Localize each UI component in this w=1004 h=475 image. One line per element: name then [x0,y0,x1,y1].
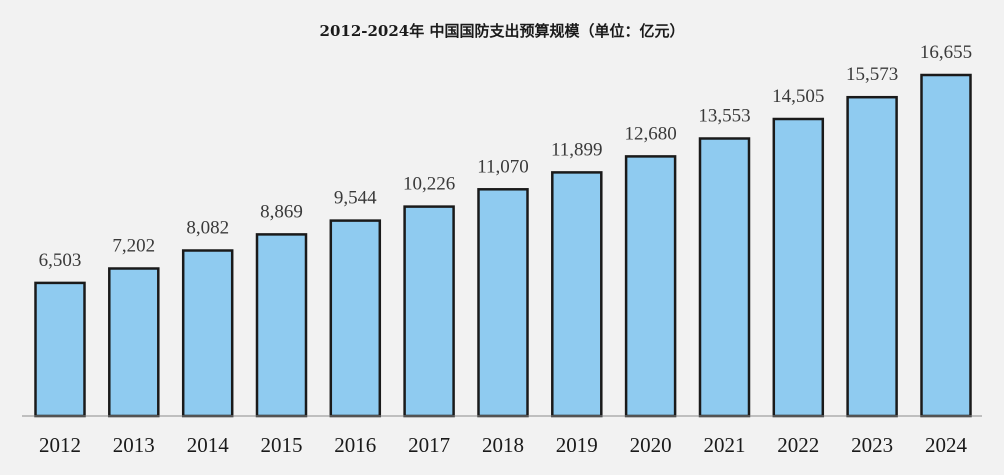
bar-2012 [34,281,86,418]
bars-group [34,73,972,418]
data-label-2017: 10,226 [403,174,455,195]
x-tick-label-2012: 2012 [39,433,81,457]
x-tick-label-2013: 2013 [113,433,155,457]
data-label-2023: 15,573 [846,64,898,85]
x-tick-label-2015: 2015 [261,433,303,457]
x-tick-label-2020: 2020 [630,433,672,457]
x-tick-label-2014: 2014 [187,433,230,457]
bar-2020 [624,155,677,418]
x-tick-label-2021: 2021 [704,433,746,457]
x-tick-label-2017: 2017 [408,433,450,457]
bar-2014 [181,249,234,418]
bar-2023 [846,95,898,418]
chart-title: 2012-2024年 中国国防支出预算规模（单位：亿元） [320,22,685,40]
x-tick-label-2019: 2019 [556,433,598,457]
bar-2021 [698,137,751,418]
x-tick-label-2022: 2022 [777,433,819,457]
data-label-2014: 8,082 [186,218,229,239]
bar-2022 [772,117,825,418]
data-label-2012: 6,503 [39,250,82,271]
x-tick-label-2018: 2018 [482,433,524,457]
data-label-2018: 11,070 [477,156,529,177]
bar-2019 [551,171,603,418]
x-tick-label-2023: 2023 [851,433,893,457]
data-labels-group: 6,503 7,202 8,082 8,869 9,544 10,226 11,070 11,… [39,42,973,271]
bar-2018 [477,188,529,418]
data-label-2020: 12,680 [624,123,676,144]
data-label-2013: 7,202 [112,236,155,257]
data-label-2015: 8,869 [260,201,303,222]
data-label-2024: 16,655 [920,42,972,63]
x-tick-labels-group: 2012 2013 2014 2015 2016 2017 2018 2019 2020 2021… [39,433,968,457]
bar-2024 [920,73,972,418]
x-tick-label-2024: 2024 [925,433,968,457]
data-label-2021: 13,553 [698,106,750,127]
bar-2013 [108,267,160,418]
x-tick-label-2016: 2016 [334,433,376,457]
bar-2017 [403,205,455,418]
bar-2016 [329,219,382,418]
data-label-2016: 9,544 [334,188,377,209]
data-label-2019: 11,899 [551,139,603,160]
data-label-2022: 14,505 [772,86,824,107]
bar-2015 [255,233,308,418]
